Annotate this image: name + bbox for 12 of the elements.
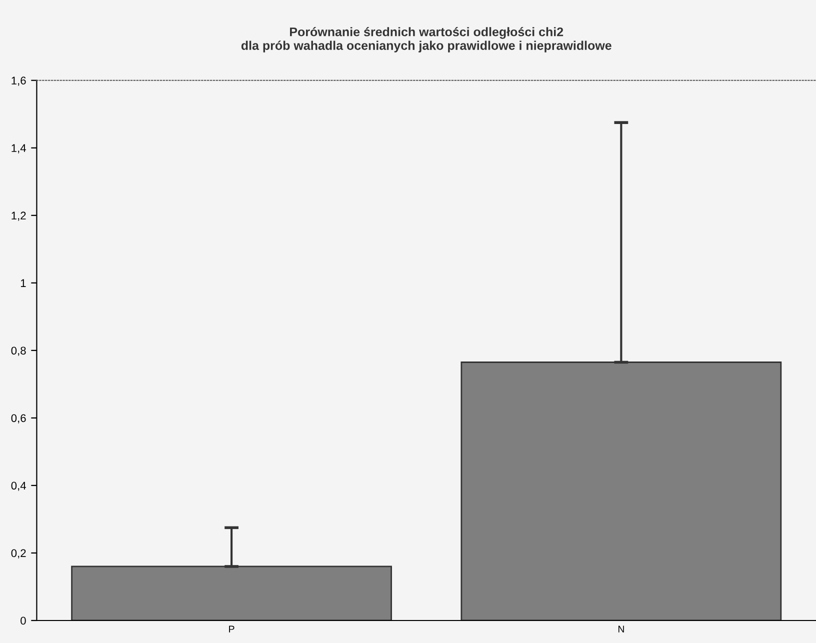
y-tick-label: 0	[20, 616, 26, 625]
x-tick-label: P	[229, 626, 234, 632]
y-tick-label: 0,8	[11, 346, 26, 356]
y-tick-label: 0,6	[11, 414, 26, 424]
chart-title: Porównanie średnich wartości odległości chi2 dla prób wahadla ocenianych jako prawidlowe i nieprawidlowe	[241, 27, 612, 52]
y-tick-label: 1	[20, 279, 26, 287]
y-tick-label: 1,2	[12, 212, 26, 221]
y-tick-label: 1,4	[12, 144, 26, 154]
x-tick-label: N	[618, 626, 624, 632]
y-tick-label: 0,2	[11, 549, 26, 558]
y-tick-label: 0,4	[11, 482, 26, 491]
y-tick-label: 1,6	[12, 76, 26, 86]
